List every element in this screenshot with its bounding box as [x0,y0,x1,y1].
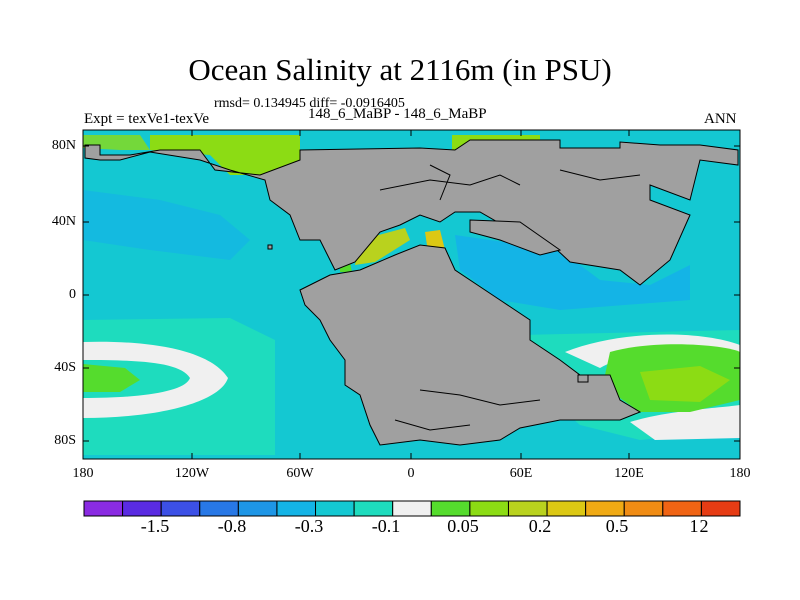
tethys-lime-patch [355,228,410,265]
colorbar-swatch [430,500,471,517]
experiment-label: Expt = texVe1-texVe [84,111,210,127]
colorbar-label: 2 [699,516,709,536]
lon-tick-label: 60W [286,466,314,481]
colorbar-swatch [700,500,741,517]
colorbar-swatch [585,500,625,517]
small-island-a [267,244,273,250]
lon-tick-label: 0 [407,466,415,481]
colorbar-swatch [160,500,201,517]
colorbar-swatch [507,500,548,517]
north-pacific-deep [83,190,250,260]
lat-tick-label: 80N [51,138,76,153]
colorbar-swatch [83,500,124,517]
colorbar-label: 0.2 [528,516,552,536]
lat-tick-label: 40N [51,214,76,229]
season-label: ANN [704,111,737,127]
colorbar-swatch [276,500,317,517]
colorbar-label: -0.1 [371,516,401,536]
colorbar-label: -0.8 [217,516,247,536]
colorbar-swatch [315,500,355,517]
lat-tick-label: 40S [54,360,76,375]
axis-ticks [82,130,741,459]
indian-ocean-lime-patch [640,366,730,402]
map-title: Ocean Salinity at 2116m (in PSU) [188,52,612,87]
south-indian-white-band [630,405,740,440]
colorbar-swatch [469,500,509,517]
colorbar-swatch [662,500,702,517]
colorbar-swatch [353,500,394,517]
land-masses [84,139,739,446]
lat-tick-label: 0 [69,287,76,302]
lon-tick-label: 60E [509,466,533,481]
stats-label: rmsd= 0.134945 diff= -0.0916405 [214,96,405,111]
small-island-b [577,374,589,383]
colorbar-swatch [623,500,664,517]
colorbar-swatch [237,500,278,517]
laurasia-landmass [84,139,739,286]
colorbar [83,500,741,517]
colorbar-label: 0.5 [605,516,629,536]
lat-tick-label: 80S [54,433,76,448]
lon-tick-label: 180 [729,466,751,481]
map-panel [82,129,741,460]
lon-tick-label: 120E [614,466,644,481]
terrain-contours [379,164,641,431]
lon-tick-label: 120W [174,466,210,481]
tethys-deep-ocean [455,235,690,310]
colorbar-swatch [199,500,239,517]
arctic-green-patch-west [150,135,300,175]
north-island [469,219,562,256]
period-label: 148_6_MaBP - 148_6_MaBP [308,106,487,122]
colorbar-label: 1 [689,516,699,536]
lon-tick-label: 180 [72,466,94,481]
colorbar-swatch [392,500,432,517]
colorbar-label: 0.05 [447,516,479,536]
south-pacific-green-patch [83,364,140,392]
gondwana-landmass [299,244,642,446]
colorbar-label: -1.5 [140,516,170,536]
south-pacific-white-band [83,341,228,418]
colorbar-label: -0.3 [294,516,324,536]
colorbar-swatch [546,500,587,517]
colorbar-swatch [122,500,162,517]
